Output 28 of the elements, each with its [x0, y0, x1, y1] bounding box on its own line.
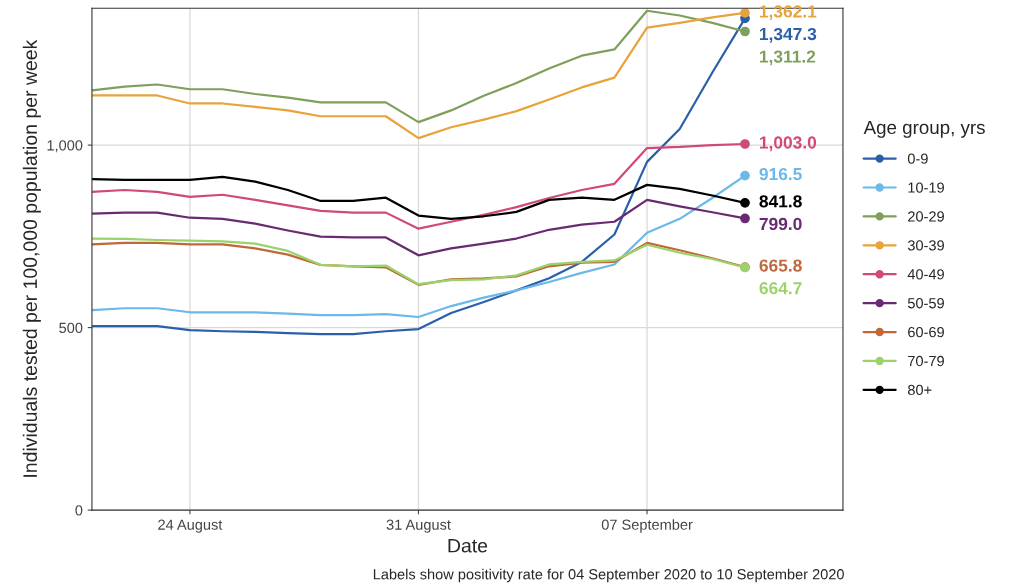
legend-title: Age group, yrs — [863, 121, 985, 138]
y-tick-label: 1,000 — [47, 140, 83, 153]
y-axis-title: Individuals tested per 100,000 population per week — [22, 39, 41, 477]
y-tick-label: 500 — [59, 322, 83, 334]
legend-label: 70-79 — [908, 355, 944, 367]
x-tick-label: 31 August — [386, 519, 451, 533]
legend-label: 10-19 — [908, 182, 944, 193]
legend-label: 20-29 — [908, 211, 944, 222]
data-label: 664.7 — [759, 282, 802, 295]
data-label: 916.5 — [759, 167, 802, 181]
x-axis-title: Date — [448, 538, 488, 553]
text: Labels show positivity rate for 04 September 2020 to 10 September 2020 — [373, 568, 844, 583]
data-label: 799.0 — [759, 217, 802, 231]
y-tick-label: 0 — [75, 505, 83, 516]
data-label: 1,347.3 — [759, 27, 817, 43]
legend-label: 80+ — [907, 384, 932, 396]
x-tick-label: 07 September — [601, 519, 693, 533]
legend-label: 40-49 — [907, 269, 944, 280]
data-label: 841.8 — [759, 195, 802, 208]
legend-label: 30-39 — [907, 240, 944, 251]
data-label: 665.8 — [759, 259, 802, 272]
data-label: 1,362.1 — [759, 5, 817, 21]
legend-label: 60-69 — [908, 326, 944, 338]
x-tick-label: 24 August — [158, 519, 223, 533]
data-label: 1,003.0 — [759, 136, 817, 152]
legend-label: 50-59 — [907, 298, 944, 309]
data-label: 1,311.2 — [759, 50, 816, 66]
legend-label: 0-9 — [907, 153, 928, 164]
